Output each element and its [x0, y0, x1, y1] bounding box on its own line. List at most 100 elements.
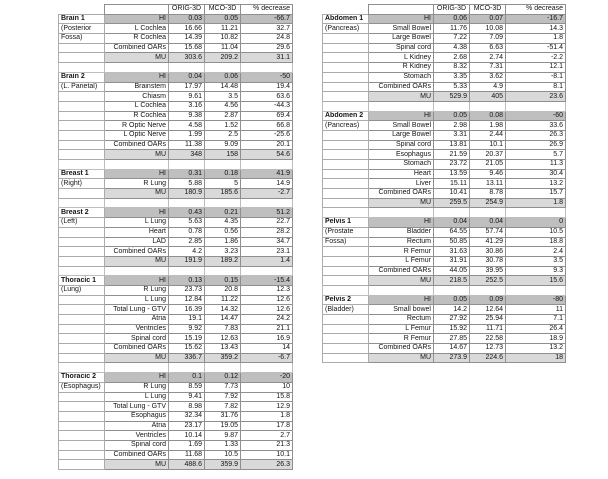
structure-label: MU — [104, 352, 169, 364]
section-spacer — [58, 149, 105, 160]
value-mco-3d: 2.74 — [469, 52, 506, 64]
value-orig-3d: 10.41 — [433, 188, 470, 199]
section-spacer — [322, 139, 369, 151]
value-pct-decrease: 26.3 — [240, 459, 293, 470]
value-mco-3d: 0.06 — [204, 71, 241, 83]
column-header-orig-3d: ORIG-3D — [433, 4, 470, 15]
value-orig-3d: 180.9 — [168, 188, 205, 199]
table-row: Thoracic 2 HI 0.1 0.12 -20 — [58, 372, 293, 383]
section-spacer — [322, 159, 369, 170]
value-orig-3d: 21.59 — [433, 149, 470, 160]
section-subtitle: (Pancreas) — [322, 23, 369, 35]
section-gap-row — [58, 265, 293, 277]
value-mco-3d: 359.9 — [204, 459, 241, 470]
value-mco-3d: 0.08 — [469, 110, 506, 122]
value-mco-3d: 254.9 — [469, 197, 506, 209]
value-pct-decrease: 16.9 — [240, 333, 293, 345]
table-row: Heart 0.78 0.56 28.2 — [58, 226, 293, 238]
table-row: L Cochlea 3.16 4.56 -44.3 — [58, 100, 293, 112]
table-row: Combined OARs 4.2 3.23 23.1 — [58, 246, 293, 257]
section-spacer — [58, 410, 105, 422]
value-orig-3d: 8.32 — [433, 62, 470, 73]
section-gap-row — [322, 100, 566, 112]
column-header-mco-3d: MCO-3D — [204, 4, 241, 15]
value-orig-3d: 11.38 — [168, 139, 205, 151]
structure-label: Combined OARs — [368, 81, 434, 93]
value-pct-decrease: -15.4 — [240, 275, 293, 286]
value-pct-decrease: 34.7 — [240, 236, 293, 248]
section-subtitle: (Esophagus) — [58, 381, 105, 393]
gap-cell — [204, 62, 241, 73]
structure-label: Combined OARs — [104, 42, 169, 54]
table-row: Combined OARs 14.67 12.73 13.2 — [322, 343, 566, 354]
header-row: ORIG-3D MCO-3D% decrease — [322, 4, 566, 15]
structure-label: Heart — [368, 168, 434, 180]
value-pct-decrease: 3.5 — [505, 255, 566, 267]
table-row: Total Lung - GTV 16.39 14.32 12.6 — [58, 304, 293, 315]
value-orig-3d: 16.39 — [168, 304, 205, 315]
header-spacer — [58, 4, 105, 15]
value-mco-3d: 57.74 — [469, 226, 506, 238]
table-row: Atria 23.17 19.05 17.8 — [58, 420, 293, 432]
table-row: MU 273.9 224.6 18 — [322, 352, 566, 364]
structure-label: Spinal cord — [368, 42, 434, 54]
table-row: Abdomen 2 HI 0.05 0.08 -60 — [322, 110, 566, 122]
value-mco-3d: 7.31 — [469, 62, 506, 73]
structure-label: Esophagus — [368, 149, 434, 160]
table-row: Combined OARs 11.68 10.5 10.1 — [58, 449, 293, 461]
table-row: MU 336.7 359.2 -6.7 — [58, 352, 293, 364]
section-subtitle: Fossa) — [322, 236, 369, 248]
structure-label: L Lung — [104, 294, 169, 306]
structure-label: Combined OARs — [368, 188, 434, 199]
table-row: Large Bowel 7.22 7.09 1.8 — [322, 33, 566, 44]
value-pct-decrease: 21.3 — [240, 439, 293, 451]
value-orig-3d: 5.33 — [433, 81, 470, 93]
gap-cell — [240, 159, 293, 170]
section-spacer — [58, 314, 105, 325]
section-title: Abdomen 1 — [322, 13, 369, 25]
table-row: R Femur 31.63 30.86 2.4 — [322, 246, 566, 257]
structure-label: Bladder — [368, 226, 434, 238]
value-mco-3d: 4.35 — [204, 217, 241, 228]
table-row: Combined OARs 15.62 13.43 14 — [58, 343, 293, 354]
value-orig-3d: 0.1 — [168, 372, 205, 383]
structure-label: Combined OARs — [104, 139, 169, 151]
section-gap-row — [58, 159, 293, 170]
table-row: R Kidney 8.32 7.31 12.1 — [322, 62, 566, 73]
structure-label: L Cochlea — [104, 23, 169, 35]
structure-label: Chiasm — [104, 91, 169, 102]
section-subtitle: (Pancreas) — [322, 120, 369, 131]
value-orig-3d: 23.17 — [168, 420, 205, 432]
table-row: Chiasm 9.61 3.5 63.6 — [58, 91, 293, 102]
table-row: L Optic Nerve 1.99 2.5 -25.6 — [58, 129, 293, 141]
value-mco-3d: 7.83 — [204, 323, 241, 335]
table-row: Spinal cord 15.19 12.63 16.9 — [58, 333, 293, 345]
table-row: Esophagus 21.59 20.37 5.7 — [322, 149, 566, 160]
table-row: Stomach 23.72 21.05 11.3 — [322, 159, 566, 170]
section-spacer — [58, 391, 105, 403]
value-orig-3d: 14.67 — [433, 343, 470, 354]
section-spacer — [58, 52, 105, 64]
value-pct-decrease: 12.9 — [240, 401, 293, 412]
value-orig-3d: 11.68 — [168, 449, 205, 461]
structure-label: Combined OARs — [368, 343, 434, 354]
table-row: MU 180.9 185.6 -2.7 — [58, 188, 293, 199]
value-mco-3d: 9.09 — [204, 139, 241, 151]
value-mco-3d: 1.33 — [204, 439, 241, 451]
section-subtitle: (Posterior — [58, 23, 105, 35]
value-pct-decrease: 1.4 — [240, 255, 293, 267]
table-row: Fossa) R Cochlea 14.39 10.82 24.8 — [58, 33, 293, 44]
value-orig-3d: 0.05 — [433, 294, 470, 306]
section-spacer — [322, 81, 369, 93]
gap-cell — [469, 207, 506, 219]
section-spacer — [58, 401, 105, 412]
section-spacer — [58, 439, 105, 451]
table-row: Combined OARs 10.41 8.78 15.7 — [322, 188, 566, 199]
value-pct-decrease: -20 — [240, 372, 293, 383]
value-mco-3d: 0.15 — [204, 275, 241, 286]
value-pct-decrease: -25.6 — [240, 129, 293, 141]
structure-label: R Cochlea — [104, 110, 169, 122]
value-mco-3d: 4.9 — [469, 81, 506, 93]
value-orig-3d: 64.55 — [433, 226, 470, 238]
structure-label: Atria — [104, 420, 169, 432]
